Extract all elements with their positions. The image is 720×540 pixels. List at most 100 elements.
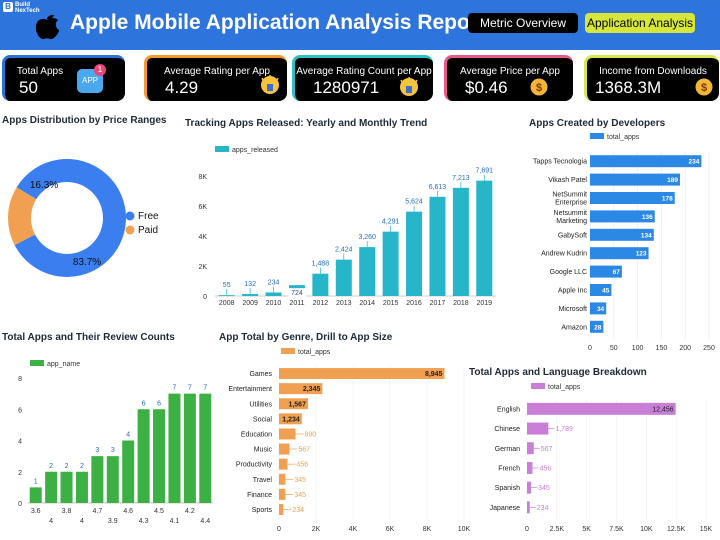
- developer-bar: [590, 173, 680, 186]
- language-x-tick: 12.5K: [667, 526, 686, 533]
- review-value-label: 3: [111, 447, 115, 454]
- language-legend: total_apps: [548, 384, 581, 391]
- genre-value-label: 345: [294, 492, 306, 499]
- review-bar: [199, 393, 212, 503]
- rating-icon: [261, 75, 279, 94]
- rating-count-icon: [400, 77, 418, 96]
- genre-label: Education: [241, 431, 272, 438]
- review-x-tick: 3.6: [31, 508, 41, 515]
- apple-logo-icon: [35, 14, 59, 40]
- genre-legend: total_apps: [298, 349, 331, 356]
- genre-x-tick: 8K: [423, 526, 432, 533]
- genre-bar: [279, 458, 288, 470]
- developer-value-label: 136: [642, 214, 653, 221]
- genre-bar: [279, 488, 286, 500]
- review-value-label: 2: [65, 463, 69, 470]
- trend-x-tick: 2011: [289, 300, 304, 307]
- genre-label: Finance: [247, 492, 272, 499]
- review-bar: [137, 409, 150, 503]
- genre-value-label: 2,345: [303, 386, 321, 393]
- trend-x-tick: 2013: [336, 300, 352, 307]
- developer-value-label: 189: [667, 177, 678, 184]
- developer-name-label: Netsummit: [554, 210, 588, 217]
- language-x-tick: 7.5K: [609, 526, 624, 533]
- language-value-label: 345: [538, 485, 550, 492]
- review-bar: [153, 409, 166, 503]
- kpi-label: Average Price per App: [460, 66, 560, 77]
- genre-value-label: 345: [294, 477, 306, 484]
- tab-metric-overview[interactable]: Metric Overview: [468, 13, 578, 33]
- genre-value-label: 234: [292, 507, 304, 514]
- trend-value-label: 3,260: [358, 234, 376, 241]
- pie-slice-paid: [7, 187, 37, 246]
- trend-value-label: 7,691: [476, 168, 494, 175]
- trend-value-label: 6,613: [429, 184, 447, 191]
- developer-value-label: 28: [594, 324, 602, 331]
- review-y-tick: 2: [18, 470, 22, 477]
- legend-marker-free: [125, 211, 135, 221]
- developer-name-label: GabySoft: [558, 232, 587, 239]
- developer-x-tick: 200: [679, 345, 691, 352]
- developer-value-label: 234: [689, 159, 700, 166]
- trend-x-tick: 2016: [406, 300, 422, 307]
- language-bar: [527, 402, 676, 415]
- developer-chart-title: Apps Created by Developers: [529, 118, 666, 129]
- developer-bar: [590, 192, 675, 204]
- developer-name-label: Andrew Kudrin: [541, 251, 587, 258]
- genre-chart-title: App Total by Genre, Drill to App Size: [219, 332, 393, 343]
- kpi-total-apps: Total Apps 50 APP 1: [2, 55, 125, 101]
- genre-value-label: 1,567: [288, 401, 306, 408]
- review-x-tick: 3.8: [62, 508, 72, 515]
- trend-value-label: 234: [268, 279, 280, 286]
- trend-bar: [242, 294, 259, 296]
- trend-bar: [452, 187, 469, 296]
- trend-x-tick: 2018: [453, 300, 469, 307]
- trend-x-tick: 2014: [359, 300, 375, 307]
- trend-chart-title: Tracking Apps Released: Yearly and Month…: [185, 118, 428, 129]
- developer-x-tick: 250: [703, 345, 715, 352]
- kpi-average-rating: Average Rating per App 4.29: [144, 55, 287, 101]
- pie-slice-free: [14, 159, 126, 277]
- genre-x-tick: 10K: [458, 526, 471, 533]
- trend-value-label-bg: [287, 288, 306, 298]
- trend-x-tick: 2012: [313, 300, 329, 307]
- kpi-value: 4.29: [165, 78, 199, 97]
- developer-name-label: Microsoft: [559, 306, 587, 313]
- developer-legend: total_apps: [607, 134, 640, 141]
- review-value-label: 3: [95, 447, 99, 454]
- review-legend: app_name: [47, 361, 80, 368]
- review-x-tick: 4.4: [200, 518, 210, 525]
- review-value-label: 6: [142, 400, 146, 407]
- genre-value-label: 456: [296, 462, 308, 469]
- pie-chart-title: Apps Distribution by Price Ranges: [2, 115, 167, 126]
- kpi-value: 1368.3M: [595, 78, 662, 97]
- trend-bar: [476, 180, 493, 296]
- language-label: Spanish: [495, 485, 520, 492]
- trend-x-tick: 2009: [242, 300, 258, 307]
- genre-bar: [279, 428, 296, 440]
- review-bar: [183, 393, 196, 503]
- genre-label: Entertainment: [228, 386, 272, 393]
- developer-name-label: Google LLC: [550, 269, 587, 276]
- language-label: Japanese: [490, 505, 520, 512]
- kpi-value: 1280971: [313, 78, 380, 97]
- svg-text:$: $: [701, 82, 707, 94]
- review-value-label: 2: [80, 463, 84, 470]
- developer-x-tick: 100: [632, 345, 644, 352]
- developer-name-label: Tapps Tecnologia: [533, 159, 587, 166]
- language-legend-swatch: [531, 383, 545, 389]
- trend-y-tick: 2K: [198, 264, 207, 271]
- developer-bar: [590, 210, 655, 223]
- trend-value-label: 4,291: [382, 219, 400, 226]
- developer-value-label: 178: [662, 196, 673, 203]
- developer-bar: [590, 247, 649, 260]
- pie-label-paid: 16.3%: [30, 180, 58, 191]
- tab-application-analysis[interactable]: Application Analysis: [585, 13, 695, 33]
- dollar-icon: $: [695, 78, 713, 96]
- genre-bar: [279, 473, 286, 485]
- language-bar: [527, 481, 532, 494]
- review-value-label: 7: [203, 385, 207, 392]
- trend-y-tick: 0: [203, 294, 207, 301]
- review-y-tick: 6: [18, 407, 22, 414]
